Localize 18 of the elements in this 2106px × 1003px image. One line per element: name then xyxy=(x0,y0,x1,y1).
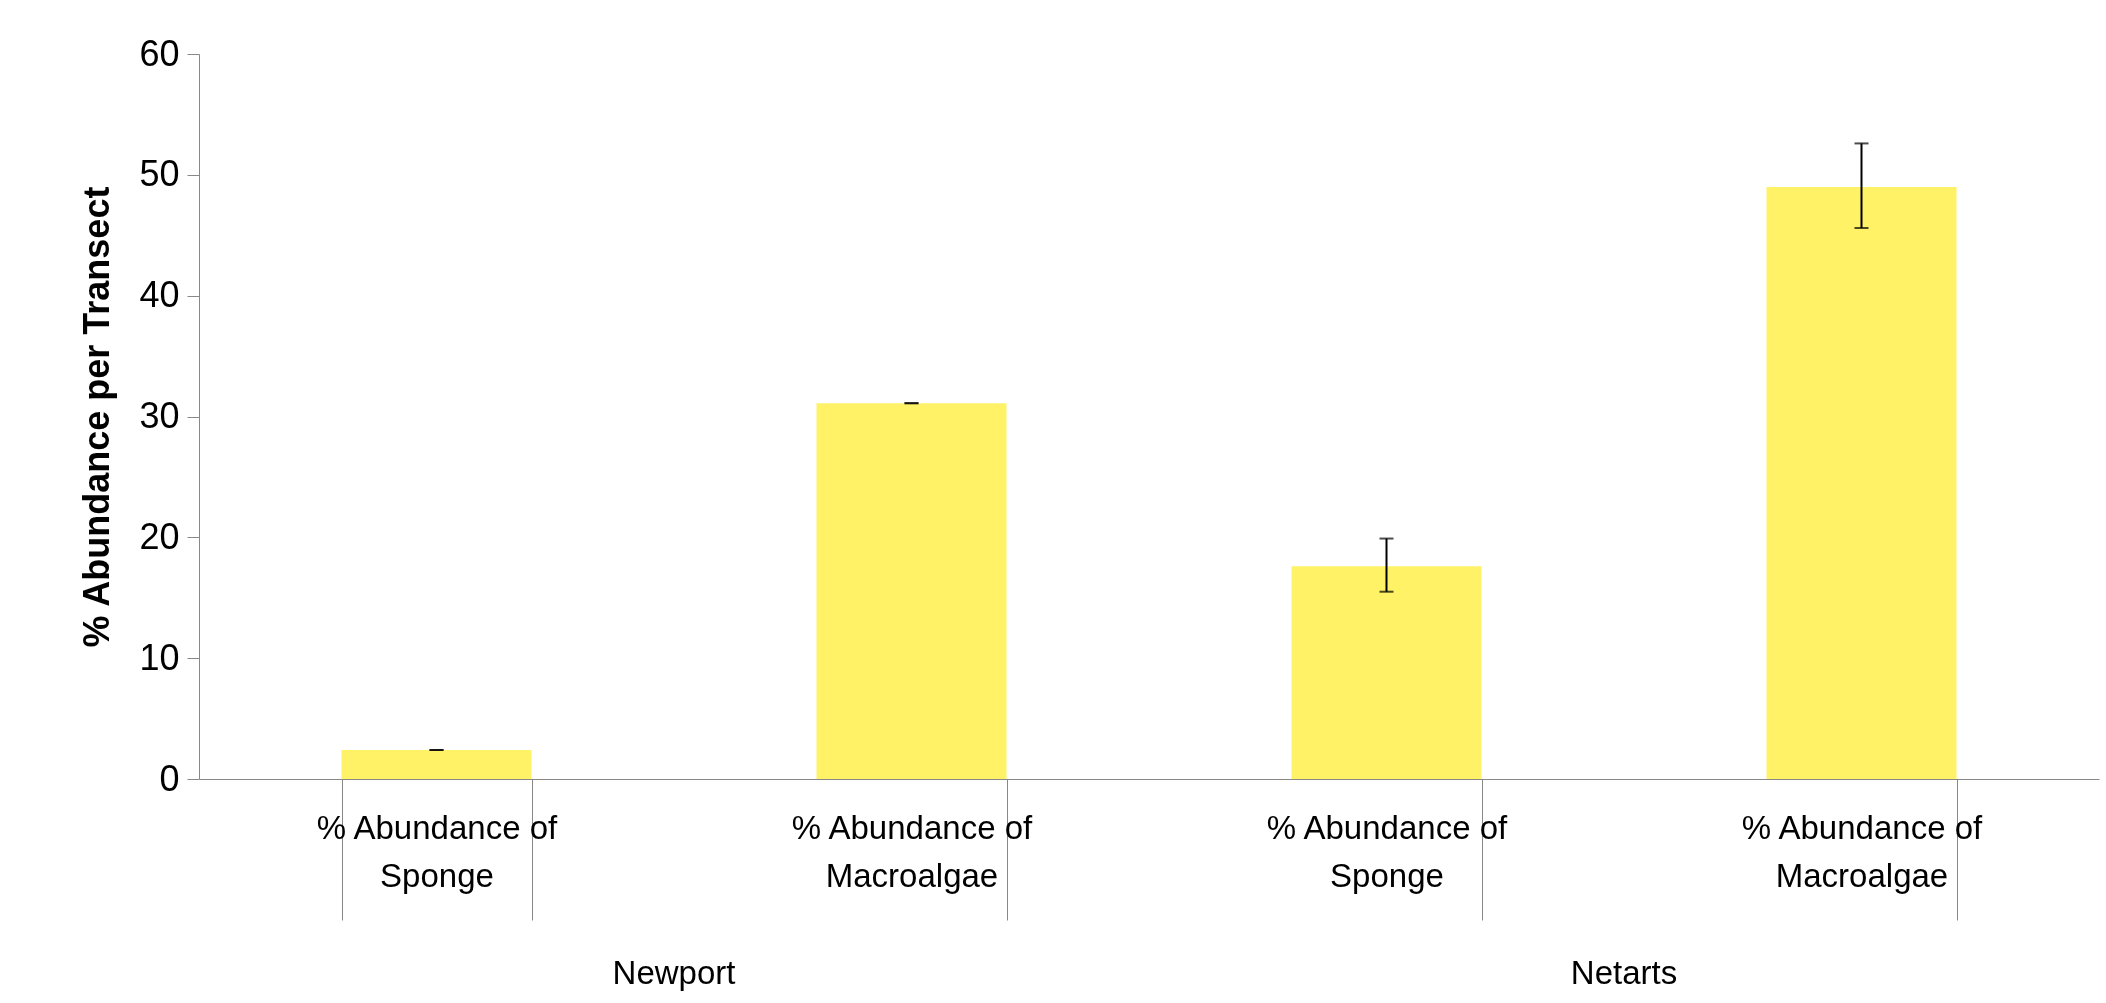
y-tick-label: 40 xyxy=(139,274,180,316)
y-tick-label: 20 xyxy=(139,515,180,557)
y-tick-label: 10 xyxy=(139,636,180,678)
bar xyxy=(341,750,532,779)
x-tick-label: % Abundance of Macroalgae xyxy=(791,808,1034,894)
bar xyxy=(1766,186,1957,779)
y-tick-label: 60 xyxy=(139,32,180,74)
text: Newport xyxy=(612,954,736,991)
x-tick-label: % Abundance of Sponge xyxy=(316,808,559,894)
y-tick-label: 30 xyxy=(139,395,180,436)
y-tick-label: 0 xyxy=(159,757,180,799)
text: Netarts xyxy=(1570,954,1678,991)
x-tick-label: % Abundance of Macroalgae xyxy=(1741,808,1984,894)
bar xyxy=(816,403,1007,779)
y-axis-title: % Abundance per Transect xyxy=(76,186,118,648)
y-tick-label: 50 xyxy=(139,153,180,195)
x-tick-label: % Abundance of Sponge xyxy=(1266,808,1509,894)
bar xyxy=(1291,566,1482,779)
